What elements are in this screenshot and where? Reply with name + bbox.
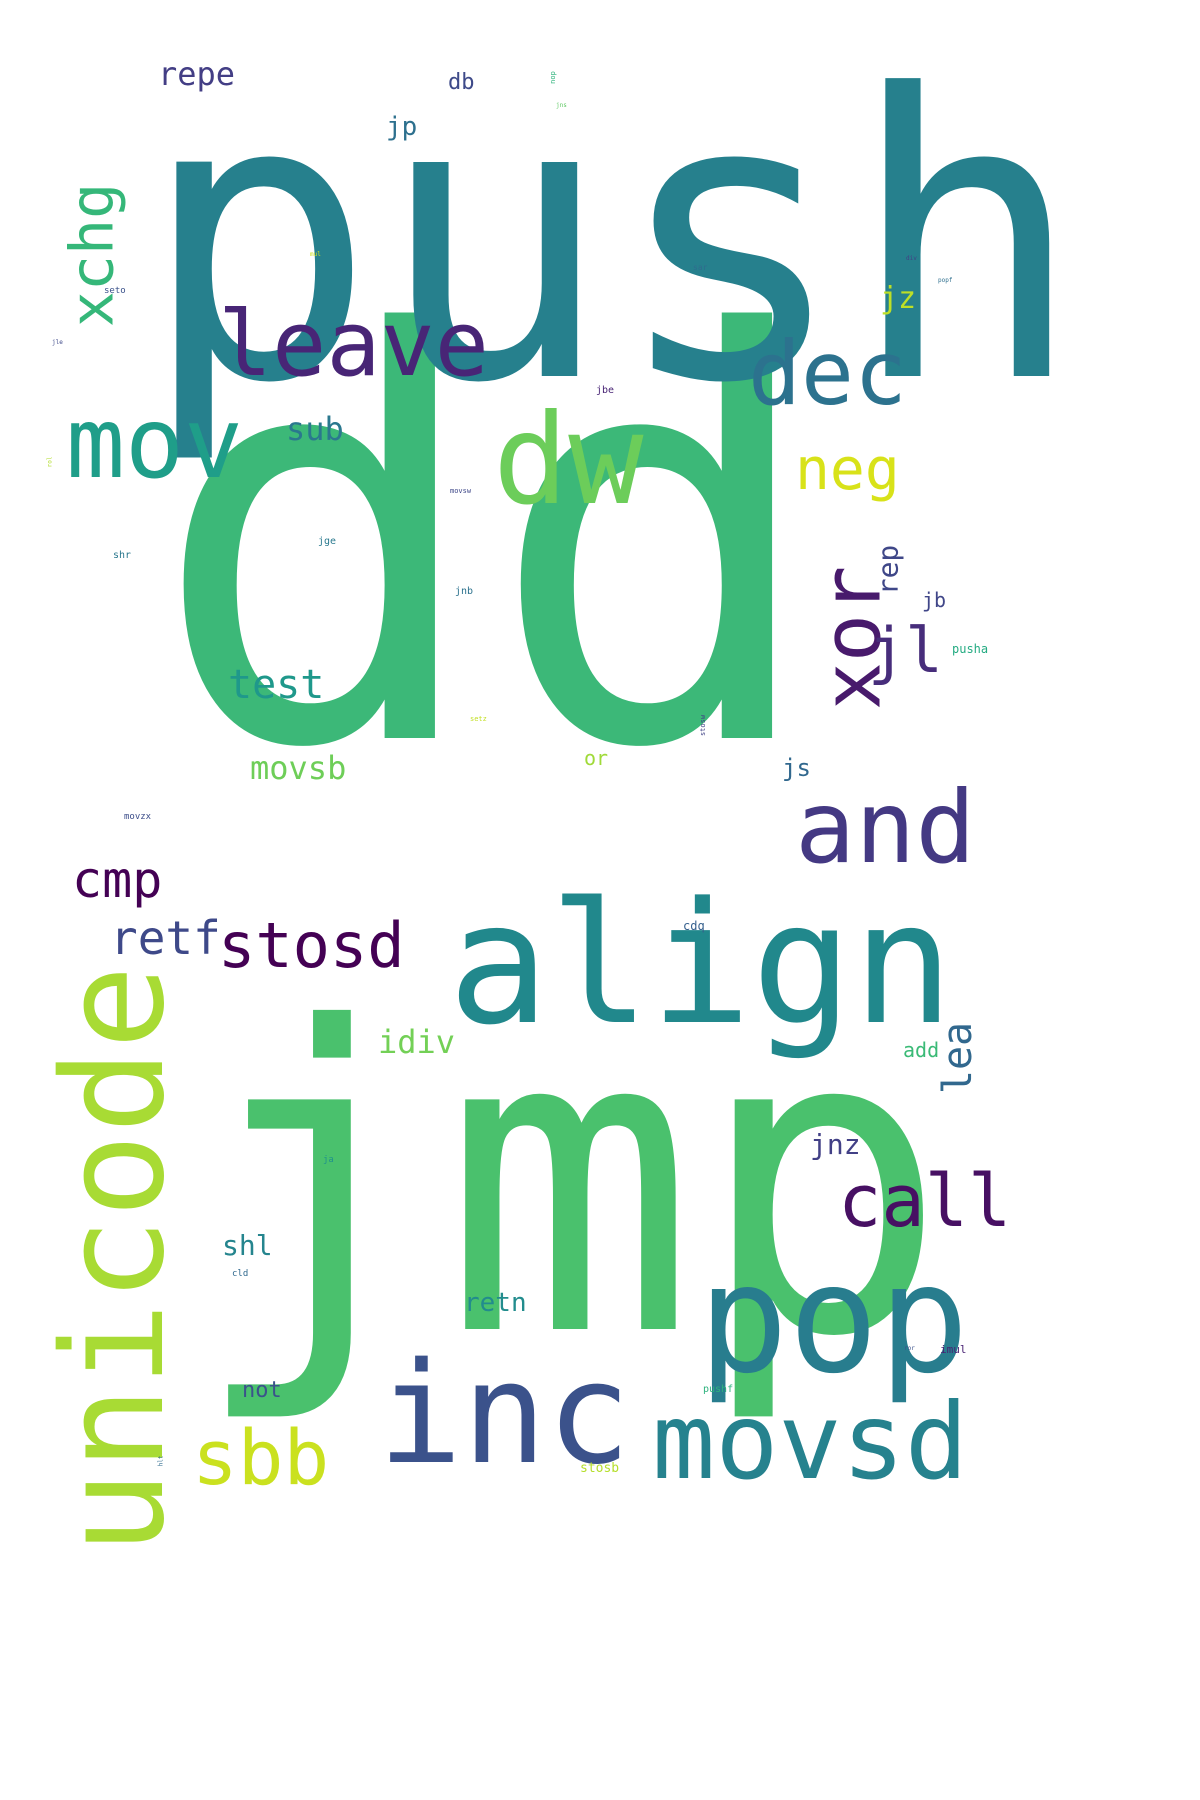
word-unicode: unicode <box>33 964 197 1556</box>
word-shl: shl <box>222 1229 273 1262</box>
word-inc: inc <box>378 1333 631 1496</box>
word-call: call <box>838 1159 1012 1243</box>
word-popf: popf <box>938 277 953 284</box>
word-or: or <box>584 746 609 770</box>
word-dd: dd <box>150 219 825 871</box>
word-movsw: movsw <box>450 487 472 495</box>
word-jz: jz <box>880 281 917 316</box>
word-hlt: hlt <box>157 1455 165 1467</box>
word-pushf: pushf <box>703 1384 734 1395</box>
word-sar: sar <box>693 263 708 272</box>
word-movsb: movsb <box>250 749 347 787</box>
word-stosw: stosw <box>699 714 708 737</box>
word-movzx: movzx <box>124 812 152 822</box>
word-jmp: jmp <box>190 940 949 1429</box>
word-cdq: cdq <box>683 919 705 933</box>
word-not: not <box>242 1378 282 1403</box>
word-jb: jb <box>922 588 947 612</box>
word-and: and <box>795 769 976 886</box>
word-jl: jl <box>868 614 943 687</box>
word-test: test <box>228 662 325 708</box>
word-pop: pop <box>698 1233 969 1407</box>
word-jp: jp <box>386 112 418 142</box>
word-stosd: stosd <box>218 909 405 982</box>
word-div: div <box>906 255 917 262</box>
word-jnb: jnb <box>455 586 474 597</box>
word-neg: neg <box>795 435 900 503</box>
word-retf: retf <box>110 911 221 965</box>
word-add: add <box>903 1038 940 1062</box>
word-sub: sub <box>286 410 344 448</box>
word-rol: rol <box>46 456 54 468</box>
word-jle: jle <box>52 339 63 346</box>
word-shr: shr <box>113 550 132 561</box>
word-dw: dw <box>493 388 644 533</box>
word-ja: ja <box>323 1155 334 1165</box>
word-jnz: jnz <box>810 1128 861 1161</box>
word-db: db <box>448 70 475 95</box>
word-seto: seto <box>104 286 126 296</box>
word-sbb: sbb <box>192 1413 330 1502</box>
word-mul: mul <box>310 251 321 258</box>
word-repe: repe <box>158 55 236 93</box>
word-js: js <box>782 754 811 782</box>
word-align: align <box>448 866 954 1062</box>
word-retn: retn <box>464 1288 527 1318</box>
word-pusha: pusha <box>952 642 989 656</box>
word-rep: rep <box>871 544 905 596</box>
word-jbe: jbe <box>596 385 615 396</box>
word-ror: ror <box>904 1345 915 1352</box>
word-jge: jge <box>318 536 337 547</box>
word-stosb: stosb <box>580 1461 620 1476</box>
word-setz: setz <box>470 715 487 723</box>
word-xchg: xchg <box>57 182 128 328</box>
word-mov: mov <box>66 387 244 501</box>
word-cld: cld <box>232 1269 249 1279</box>
word-jns: jns <box>556 102 567 109</box>
word-dec: dec <box>748 322 907 425</box>
word-movsd: movsd <box>652 1381 969 1503</box>
word-imul: imul <box>940 1343 967 1356</box>
word-cmp: cmp <box>72 851 163 909</box>
word-idiv: idiv <box>378 1023 456 1061</box>
word-leave: leave <box>218 292 489 397</box>
word-push: push <box>140 13 1085 469</box>
word-lea: lea <box>935 1021 982 1095</box>
word-nop: nop <box>548 71 557 84</box>
